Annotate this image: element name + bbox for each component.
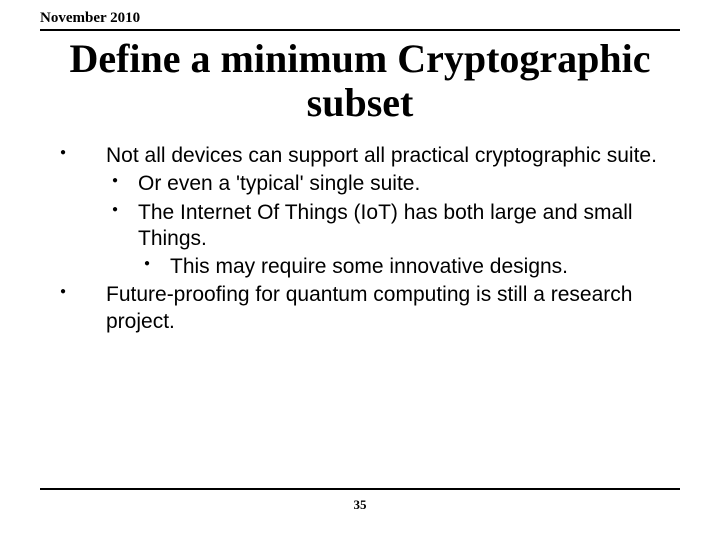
bullet-text: Future-proofing for quantum computing is… [106,283,632,332]
list-item: Or even a 'typical' single suite. [106,171,680,197]
header-date: November 2010 [40,10,680,27]
bullet-text: Not all devices can support all practica… [106,144,657,167]
list-item: This may require some innovative designs… [138,254,680,280]
slide-title: Define a minimum Cryptographic subset [40,37,680,125]
footer-rule: 35 [40,488,680,514]
slide-page: November 2010 Define a minimum Cryptogra… [0,0,720,540]
title-line-1: Define a minimum Cryptographic [69,36,650,81]
bullet-text: Or even a 'typical' single suite. [138,172,420,195]
list-item: The Internet Of Things (IoT) has both la… [106,200,680,281]
title-line-2: subset [307,80,414,125]
page-number: 35 [354,497,367,512]
list-item: Not all devices can support all practica… [48,143,680,280]
slide-content: Not all devices can support all practica… [40,143,680,335]
bullet-text: The Internet Of Things (IoT) has both la… [138,201,633,250]
bullet-text: This may require some innovative designs… [170,255,568,278]
list-item: Future-proofing for quantum computing is… [48,282,680,335]
header-rule: November 2010 [40,10,680,31]
